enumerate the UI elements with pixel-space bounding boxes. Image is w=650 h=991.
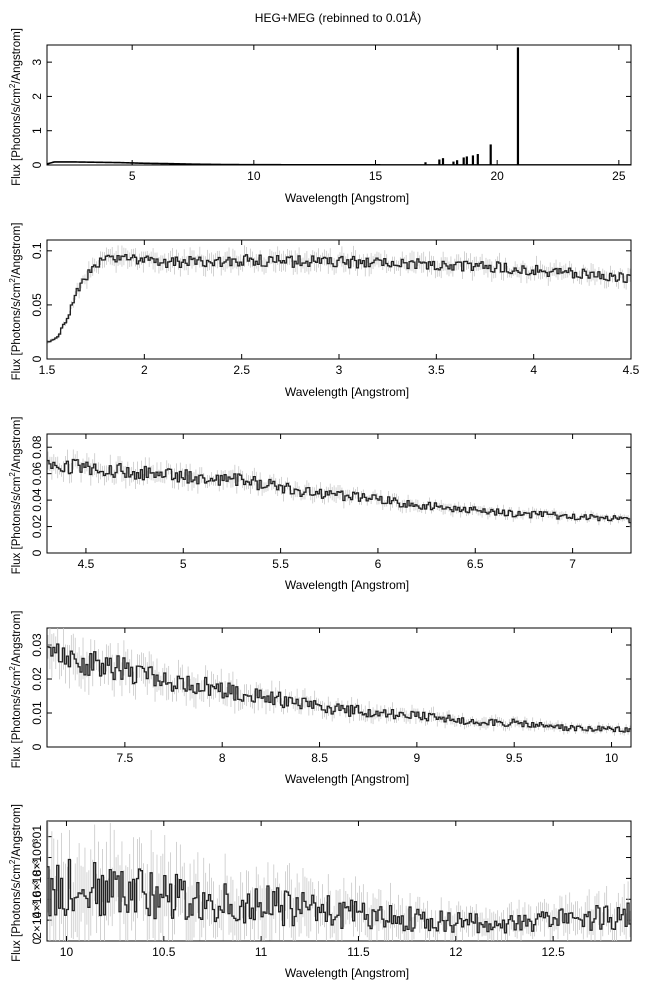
x-tick-label: 3.5 [428, 363, 445, 377]
y-tick-label: 2 [30, 93, 44, 100]
y-tick-label: 6×10⁻³ [30, 860, 44, 897]
x-tick-label: 5 [129, 169, 136, 183]
y-tick-label: 0.04 [30, 488, 44, 512]
y-tick-label: 1 [30, 127, 44, 134]
x-tick-label: 7 [569, 557, 576, 571]
chart-title: HEG+MEG (rebinned to 0.01Å) [255, 10, 421, 25]
x-axis-label: Wavelength [Angstrom] [285, 772, 409, 786]
x-tick-label: 15 [369, 169, 383, 183]
x-axis-label: Wavelength [Angstrom] [285, 191, 409, 205]
y-axis-label: Flux [Photons/s/cm2/Angstrom] [8, 804, 23, 962]
y-axis-label: Flux [Photons/s/cm2/Angstrom] [8, 611, 23, 769]
emission-line [462, 157, 465, 165]
y-tick-label: 0.02 [30, 667, 44, 691]
emission-line [516, 47, 520, 165]
y-tick-label: 0 [30, 743, 44, 750]
y-axis-label: Flux [Photons/s/cm2/Angstrom] [8, 223, 23, 381]
x-axis-label: Wavelength [Angstrom] [285, 578, 409, 592]
x-tick-label: 9.5 [506, 751, 523, 765]
y-tick-label: 4×10⁻³ [30, 881, 44, 918]
x-tick-label: 25 [612, 169, 626, 183]
x-tick-label: 5 [180, 557, 187, 571]
y-tick-label: 0 [30, 355, 44, 362]
emission-line [441, 158, 445, 165]
series-group [47, 47, 631, 165]
spectrum-trace [47, 254, 631, 343]
x-tick-label: 5.5 [272, 557, 289, 571]
emission-line [424, 162, 427, 165]
emission-line [456, 160, 459, 165]
x-tick-label: 3 [336, 363, 343, 377]
continuum-trace [47, 161, 631, 165]
plot-frame [46, 820, 632, 942]
x-tick-label: 10 [247, 169, 261, 183]
x-tick-label: 12 [449, 945, 463, 959]
series-group [47, 449, 631, 528]
x-tick-label: 4 [530, 363, 537, 377]
spectrum-trace [47, 858, 631, 934]
y-tick-label: 8×10⁻³ [30, 839, 44, 876]
plot-frame [46, 433, 632, 554]
spectrum-trace [47, 643, 631, 733]
plot-frame [46, 44, 632, 166]
series-group [47, 821, 631, 941]
x-tick-label: 20 [490, 169, 504, 183]
y-tick-label: 0 [30, 161, 44, 168]
y-tick-label: 0.01 [30, 825, 44, 849]
x-tick-label: 4.5 [78, 557, 95, 571]
x-tick-label: 12.5 [541, 945, 565, 959]
x-tick-label: 2.5 [233, 363, 250, 377]
y-tick-label: 2×10⁻³ [30, 901, 44, 938]
x-tick-label: 4.5 [623, 363, 640, 377]
x-tick-label: 6 [375, 557, 382, 571]
x-tick-label: 11.5 [347, 945, 370, 959]
y-tick-label: 0.02 [30, 515, 44, 539]
x-tick-label: 1.5 [39, 363, 56, 377]
emission-line [476, 154, 479, 165]
x-tick-label: 10 [60, 945, 74, 959]
x-tick-label: 8.5 [311, 751, 328, 765]
y-tick-label: 0.03 [30, 633, 44, 657]
y-tick-label: 3 [30, 58, 44, 65]
spectrum-trace [47, 458, 631, 524]
panel-5: 10 10.5 11 11.5 12 12.5 02×10⁻³4×10⁻³6×10⁻³8×1… [8, 804, 632, 980]
series-group [47, 628, 631, 736]
x-tick-label: 7.5 [117, 751, 134, 765]
y-tick-label: 0.01 [30, 701, 44, 725]
plot-frame [46, 627, 632, 748]
emission-line [465, 156, 468, 165]
x-tick-label: 10.5 [152, 945, 176, 959]
x-axis-label: Wavelength [Angstrom] [285, 966, 409, 980]
emission-line [489, 144, 492, 165]
y-tick-label: 0.06 [30, 462, 44, 486]
emission-line [438, 159, 441, 165]
series-group [47, 245, 631, 344]
x-tick-label: 2 [141, 363, 148, 377]
panel-3: 4.5 5 5.5 6 6.5 7 0 0.02 0.04 0.06 0.08 Wavelength … [8, 417, 632, 592]
y-axis-label: Flux [Photons/s/cm2/Angstrom] [8, 417, 23, 575]
panel-2: 1.5 2 2.5 3 3.5 4 4.5 0 0.05 0.1 Wavelength [Angst… [8, 223, 640, 399]
y-tick-label: 0.1 [30, 242, 44, 259]
x-tick-label: 8 [219, 751, 226, 765]
x-tick-label: 11 [255, 945, 268, 959]
x-tick-label: 9 [414, 751, 421, 765]
panel-1: 5 10 15 20 25 0 1 2 3 Wavelength [Angstrom] Flux [… [8, 28, 632, 205]
y-tick-label: 0 [30, 549, 44, 556]
x-axis-label: Wavelength [Angstrom] [285, 385, 409, 399]
x-tick-label: 6.5 [467, 557, 484, 571]
y-tick-label: 0.08 [30, 435, 44, 459]
emission-line [471, 155, 475, 165]
y-tick-label: 0 [30, 937, 44, 944]
y-axis-label: Flux [Photons/s/cm2/Angstrom] [8, 28, 23, 186]
emission-line [452, 161, 455, 165]
y-tick-label: 0.05 [30, 293, 44, 317]
x-tick-label: 10 [605, 751, 619, 765]
panel-4: 7.5 8 8.5 9 9.5 10 0 0.01 0.02 0.03 Wavelength [An… [8, 611, 632, 786]
